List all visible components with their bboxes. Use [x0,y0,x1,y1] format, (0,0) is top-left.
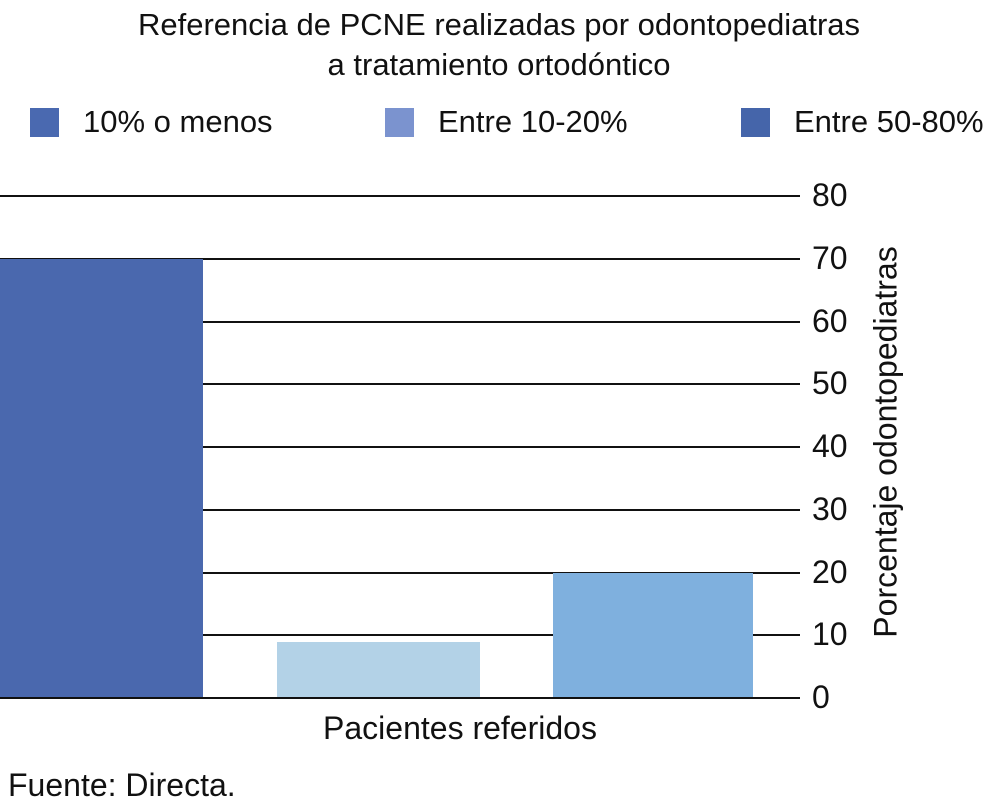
y-tick-label-80: 80 [812,176,848,213]
chart-legend: 10% o menos Entre 10-20% Entre 50-80% [0,0,998,160]
source-note: Fuente: Directa. [8,767,236,800]
gridline-y-40 [0,446,800,448]
legend-label: 10% o menos [83,104,273,139]
legend-swatch-icon [741,107,770,137]
legend-item-2: Entre 10-20% [385,101,628,143]
y-tick-label-40: 40 [812,427,848,464]
bar-2-entre-10-20- [277,641,480,698]
x-axis-title: Pacientes referidos [323,710,597,746]
chart-title: Referencia de PCNE realizadas por odonto… [0,5,998,85]
y-tick-label-30: 30 [812,490,848,527]
chart-title-line2: a tratamiento ortodóntico [327,47,671,82]
bar-1-10-o-menos [0,258,203,698]
gridline-y-10 [0,634,800,637]
legend-item-3: Entre 50-80% [741,101,984,143]
gridline-y-70 [0,257,800,260]
y-tick-label-10: 10 [812,616,848,653]
gridline-y-50 [0,383,800,386]
gridline-y-80 [0,195,800,197]
y-axis-title: Porcentaje odontopediatras [867,246,904,638]
y-tick-label-20: 20 [812,553,848,590]
y-tick-label-70: 70 [812,239,848,276]
legend-swatch-icon [30,107,59,137]
gridline-y-30 [0,508,800,511]
bar-3-entre-50-80- [553,572,753,698]
legend-swatch-icon [385,107,414,137]
x-axis-baseline [0,697,800,699]
y-tick-label-50: 50 [812,365,848,402]
legend-item-1: 10% o menos [30,101,273,143]
y-tick-label-0: 0 [812,678,830,715]
gridline-y-20 [0,571,800,574]
legend-label: Entre 10-20% [438,104,628,139]
gridline-y-60 [0,320,800,323]
legend-label: Entre 50-80% [794,104,984,139]
y-tick-label-60: 60 [812,302,848,339]
chart-title-line1: Referencia de PCNE realizadas por odonto… [137,7,861,42]
